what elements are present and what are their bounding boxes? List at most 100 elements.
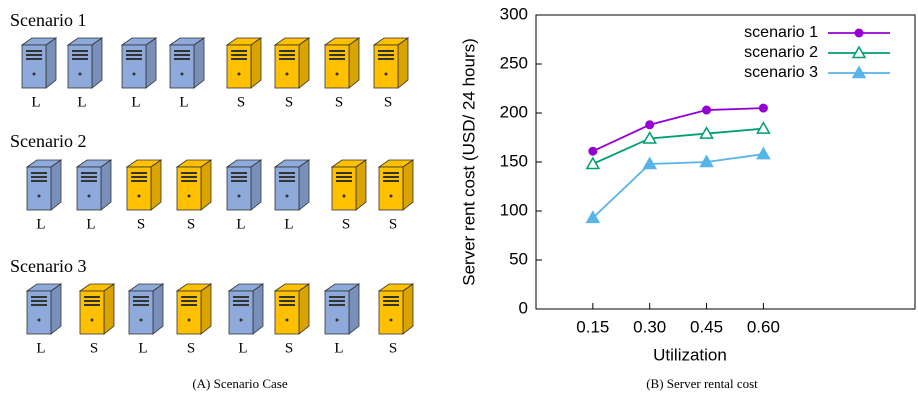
server-led	[88, 195, 91, 198]
server-slot	[133, 296, 149, 298]
server-slot	[279, 58, 295, 60]
server-side	[201, 284, 211, 334]
server-icon	[170, 38, 204, 88]
server-label: S	[389, 216, 397, 232]
server-led	[188, 195, 191, 198]
point	[645, 120, 654, 129]
server-slot	[329, 296, 345, 298]
y-tick-label: 300	[500, 4, 528, 23]
scenario-title: Scenario 3	[10, 256, 86, 276]
server-side	[349, 38, 359, 88]
server-slot	[231, 176, 247, 178]
y-tick-label: 0	[519, 298, 528, 317]
server-side	[92, 38, 102, 88]
server-led	[343, 195, 346, 198]
server-led	[38, 195, 41, 198]
server-slot	[231, 50, 247, 52]
point	[702, 106, 711, 115]
server-slot	[81, 172, 97, 174]
server-icon	[129, 284, 163, 334]
server-slot	[181, 304, 197, 306]
server-label: S	[285, 340, 293, 356]
server-slot	[329, 58, 345, 60]
server-slot	[31, 176, 47, 178]
server-slot	[26, 58, 42, 60]
server-label: L	[236, 216, 245, 232]
server-icon	[325, 38, 359, 88]
server-slot	[31, 300, 47, 302]
server-icon	[68, 38, 102, 88]
server-label: S	[237, 94, 245, 110]
legend-marker	[855, 29, 864, 38]
point	[757, 123, 769, 133]
server-side	[201, 160, 211, 210]
server-label: S	[137, 216, 145, 232]
server-slot	[181, 296, 197, 298]
server-icon	[275, 38, 309, 88]
point	[588, 147, 597, 156]
server-icon	[177, 160, 211, 210]
server-led	[140, 319, 143, 322]
server-slot	[383, 304, 399, 306]
server-slot	[72, 54, 88, 56]
server-led	[336, 319, 339, 322]
server-label: L	[31, 94, 40, 110]
server-led	[79, 73, 82, 76]
server-side	[253, 284, 263, 334]
server-slot	[31, 304, 47, 306]
server-slot	[81, 176, 97, 178]
server-slot	[174, 54, 190, 56]
server-led	[238, 73, 241, 76]
server-label: S	[285, 94, 293, 110]
series-line	[593, 129, 764, 164]
server-slot	[84, 304, 100, 306]
server-icon	[379, 160, 413, 210]
server-slot	[72, 50, 88, 52]
server-led	[286, 195, 289, 198]
server-slot	[126, 58, 142, 60]
server-slot	[336, 176, 352, 178]
server-side	[299, 38, 309, 88]
server-slot	[279, 176, 295, 178]
server-slot	[81, 180, 97, 182]
server-label: L	[36, 340, 45, 356]
server-slot	[181, 176, 197, 178]
server-led	[390, 319, 393, 322]
server-led	[390, 195, 393, 198]
server-slot	[84, 296, 100, 298]
server-slot	[378, 50, 394, 52]
server-label: L	[131, 94, 140, 110]
server-icon	[77, 160, 111, 210]
server-slot	[231, 172, 247, 174]
server-side	[299, 160, 309, 210]
server-slot	[279, 300, 295, 302]
y-tick-label: 100	[500, 200, 528, 219]
server-icon	[325, 284, 359, 334]
server-side	[51, 160, 61, 210]
server-led	[238, 195, 241, 198]
server-led	[188, 319, 191, 322]
server-slot	[336, 172, 352, 174]
server-slot	[72, 58, 88, 60]
server-label: S	[187, 340, 195, 356]
server-slot	[383, 172, 399, 174]
server-side	[101, 160, 111, 210]
scenario-title: Scenario 1	[10, 10, 86, 30]
server-slot	[383, 180, 399, 182]
server-slot	[329, 54, 345, 56]
server-slot	[31, 172, 47, 174]
server-icon	[80, 284, 114, 334]
server-icon	[275, 160, 309, 210]
server-slot	[329, 304, 345, 306]
server-led	[385, 73, 388, 76]
server-icon	[127, 160, 161, 210]
server-label: L	[334, 340, 343, 356]
legend-label: scenario 1	[744, 24, 818, 41]
point	[587, 158, 599, 169]
x-tick-label: 0.45	[690, 317, 723, 336]
server-led	[91, 319, 94, 322]
server-slot	[231, 54, 247, 56]
server-slot	[279, 54, 295, 56]
server-side	[403, 284, 413, 334]
server-slot	[131, 176, 147, 178]
